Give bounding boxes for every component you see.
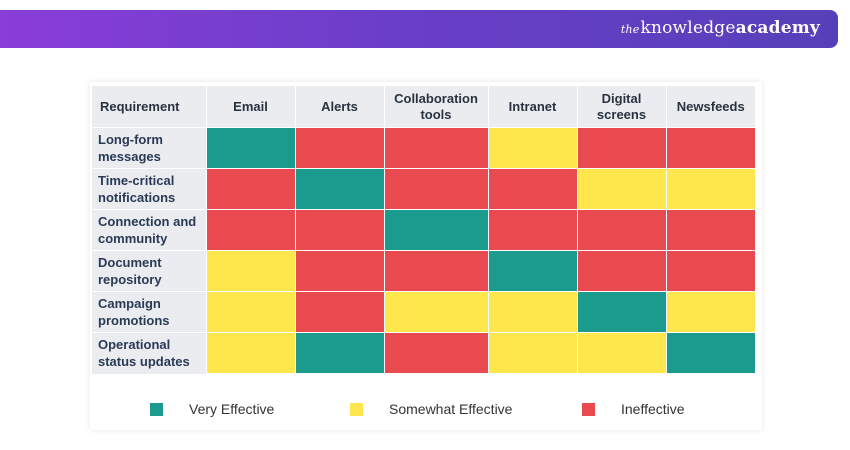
heatmap-cell	[487, 127, 578, 169]
header-row: Requirement Email Alerts Collaboration t…	[92, 86, 755, 128]
heatmap-cell	[205, 209, 296, 251]
heatmap-cell	[665, 127, 756, 169]
legend-item: Somewhat Effective	[350, 401, 512, 417]
heatmap-cell	[383, 168, 489, 210]
table-row: Campaign promotions	[92, 291, 756, 333]
heatmap-cell	[576, 332, 667, 374]
heatmap-cell	[383, 250, 489, 292]
heatmap-cell	[383, 127, 489, 169]
legend-item: Very Effective	[150, 401, 274, 417]
brand-the: the	[620, 23, 640, 36]
brand-logo[interactable]: theknowledgeacademy	[621, 18, 820, 38]
row-label: Connection and community	[92, 209, 206, 251]
heatmap-cell	[487, 332, 578, 374]
legend-swatch-ineffective	[582, 403, 595, 416]
legend: Very Effective Somewhat Effective Ineffe…	[92, 392, 760, 426]
heatmap-cell	[665, 168, 756, 210]
heatmap-cell	[205, 127, 296, 169]
row-label: Operational status updates	[92, 332, 206, 374]
heatmap-cell	[205, 332, 296, 374]
legend-label: Very Effective	[189, 401, 275, 417]
row-label: Time-critical notifications	[92, 168, 206, 210]
heatmap-cell	[487, 291, 578, 333]
heatmap-cell	[383, 291, 489, 333]
legend-swatch-somewhat-effective	[350, 403, 363, 416]
heatmap-cell	[205, 291, 296, 333]
heatmap-cell	[665, 332, 756, 374]
column-header: Digital screens	[576, 86, 666, 128]
heatmap-cell	[665, 250, 756, 292]
legend-label: Ineffective	[621, 401, 685, 417]
heatmap-cell	[294, 209, 385, 251]
heatmap-cell	[294, 250, 385, 292]
requirement-header: Requirement	[92, 86, 206, 128]
heatmap-cell	[487, 209, 578, 251]
table-row: Connection and community	[92, 209, 756, 251]
brand-part2: academy	[735, 18, 820, 38]
heatmap-cell	[294, 168, 385, 210]
heatmap-cell	[294, 332, 385, 374]
legend-label: Somewhat Effective	[389, 401, 513, 417]
heatmap-cell	[294, 127, 385, 169]
heatmap-cell	[576, 250, 667, 292]
heatmap-cell	[205, 250, 296, 292]
column-header: Intranet	[487, 86, 577, 128]
table-row: Document repository	[92, 250, 756, 292]
table-row: Time-critical notifications	[92, 168, 756, 210]
column-header: Alerts	[294, 86, 384, 128]
heatmap-cell	[487, 168, 578, 210]
heatmap-cell	[383, 332, 489, 374]
heatmap-cell	[665, 291, 756, 333]
table-row: Long-form messages	[92, 127, 756, 169]
column-header: Email	[205, 86, 295, 128]
heatmap-cell	[665, 209, 756, 251]
heatmap-cell	[294, 291, 385, 333]
header-banner: theknowledgeacademy	[0, 10, 838, 48]
legend-swatch-very-effective	[150, 403, 163, 416]
heatmap-cell	[576, 209, 667, 251]
heatmap-cell	[205, 168, 296, 210]
effectiveness-heatmap: Requirement Email Alerts Collaboration t…	[92, 86, 756, 374]
brand-part1: knowledge	[640, 18, 736, 38]
row-label: Campaign promotions	[92, 291, 206, 333]
heatmap-cell	[576, 291, 667, 333]
heatmap-body: Long-form messages Time-critical notifica…	[92, 127, 756, 374]
row-label: Long-form messages	[92, 127, 206, 169]
column-header: Newsfeeds	[665, 86, 755, 128]
heatmap-cell	[576, 168, 667, 210]
heatmap-cell	[383, 209, 489, 251]
heatmap-cell	[576, 127, 667, 169]
column-header: Collaboration tools	[383, 86, 488, 128]
table-row: Operational status updates	[92, 332, 756, 374]
legend-item: Ineffective	[582, 401, 685, 417]
heatmap-cell	[487, 250, 578, 292]
row-label: Document repository	[92, 250, 206, 292]
